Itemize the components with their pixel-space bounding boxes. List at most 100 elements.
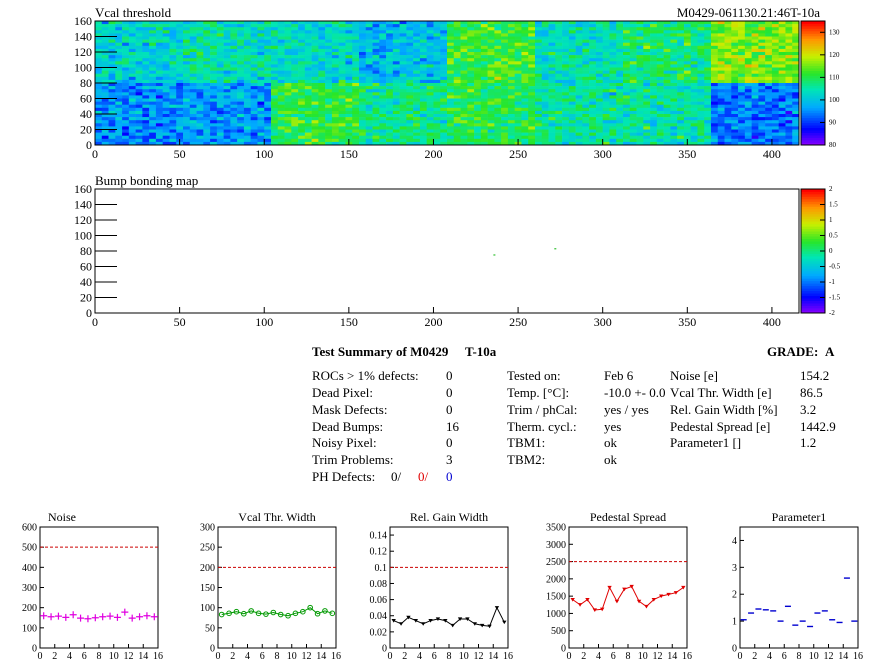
heatmap-cell — [162, 114, 170, 118]
heatmap-cell — [264, 92, 272, 96]
heatmap-cell — [419, 129, 427, 133]
heatmap-cell — [426, 33, 434, 37]
heatmap-cell — [331, 24, 339, 28]
heatmap-cell — [778, 30, 786, 34]
heatmap-cell — [453, 104, 461, 109]
heatmap-cell — [155, 67, 163, 71]
heatmap-cell — [304, 120, 312, 124]
heatmap-cell — [697, 92, 705, 96]
colorbar-segment — [801, 90, 825, 94]
heatmap-cell — [331, 76, 339, 81]
heatmap-cell — [636, 39, 644, 43]
heatmap-cell — [453, 138, 461, 143]
colorbar-segment — [801, 246, 825, 249]
colorbar-segment — [801, 45, 825, 49]
heatmap-cell — [677, 110, 685, 115]
heatmap-cell — [399, 67, 407, 71]
heatmap-cell — [189, 120, 197, 124]
heatmap-cell — [155, 132, 163, 136]
heatmap-cell — [115, 70, 123, 74]
heatmap-cell — [528, 76, 536, 81]
heatmap-cell — [135, 141, 143, 146]
heatmap-cell — [792, 126, 800, 130]
data-point — [136, 613, 144, 621]
heatmap-cell — [447, 95, 455, 99]
heatmap-cell — [284, 83, 292, 87]
heatmap-cell — [419, 55, 427, 59]
colorbar-tick-label: 100 — [829, 96, 840, 104]
heatmap-cell — [582, 64, 590, 68]
heatmap-cell — [636, 70, 644, 74]
heatmap-cell — [271, 67, 279, 71]
heatmap-cell — [345, 129, 353, 133]
heatmap-cell — [568, 135, 576, 140]
heatmap-cell — [345, 104, 353, 109]
heatmap-cell — [670, 39, 678, 43]
heatmap-cell — [237, 129, 245, 133]
heatmap-cell — [501, 33, 509, 37]
heatmap-cell — [717, 117, 725, 121]
heatmap-cell — [331, 98, 339, 102]
heatmap-cell — [453, 129, 461, 133]
heatmap-cell — [338, 98, 346, 102]
heatmap-cell — [548, 120, 556, 124]
heatmap-cell — [447, 129, 455, 133]
heatmap-cell — [731, 55, 739, 59]
heatmap-cell — [663, 73, 671, 78]
heatmap-cell — [467, 86, 475, 90]
heatmap-cell — [711, 129, 719, 133]
heatmap-cell — [711, 114, 719, 118]
heatmap-cell — [203, 141, 211, 146]
heatmap-cell — [670, 33, 678, 37]
heatmap-cell — [568, 86, 576, 90]
heatmap-cell — [189, 76, 197, 81]
heatmap-cell — [372, 95, 380, 99]
heatmap-cell — [582, 39, 590, 43]
heatmap-cell — [277, 39, 285, 43]
heatmap-cell — [365, 126, 373, 130]
heatmap-cell — [230, 126, 238, 130]
heatmap-cell — [711, 24, 719, 28]
heatmap-cell — [230, 33, 238, 37]
heatmap-cell — [650, 98, 658, 102]
heatmap-cell — [216, 30, 224, 34]
heatmap-cell — [623, 45, 631, 50]
heatmap-cell — [95, 110, 103, 115]
heatmap-cell — [115, 114, 123, 118]
heatmap-cell — [616, 110, 624, 115]
heatmap-cell — [237, 135, 245, 140]
heatmap-cell — [501, 27, 509, 31]
heatmap-cell — [352, 83, 360, 87]
heatmap-cell — [629, 98, 637, 102]
heatmap-cell — [230, 79, 238, 84]
heatmap-cell — [711, 61, 719, 65]
heatmap-cell — [650, 55, 658, 59]
heatmap-cell — [135, 42, 143, 47]
heatmap-cell — [162, 70, 170, 74]
heatmap-cell — [271, 83, 279, 87]
heatmap-cell — [291, 138, 299, 143]
heatmap-cell — [311, 98, 319, 102]
heatmap-cell — [738, 114, 746, 118]
heatmap-cell — [101, 132, 109, 136]
heatmap-cell — [359, 76, 367, 81]
heatmap-cell — [724, 123, 732, 127]
heatmap-cell — [609, 36, 617, 40]
heatmap-cell — [426, 24, 434, 28]
heatmap-cell — [487, 129, 495, 133]
heatmap-cell — [677, 24, 685, 28]
heatmap-cell — [264, 30, 272, 34]
heatmap-cell — [663, 117, 671, 121]
heatmap-cell — [216, 24, 224, 28]
heatmap-cell — [440, 98, 448, 102]
heatmap-cell — [440, 30, 448, 34]
heatmap-cell — [325, 64, 333, 68]
heatmap-cell — [535, 86, 543, 90]
heatmap-cell — [623, 21, 631, 25]
heatmap-cell — [386, 61, 394, 65]
heatmap-cell — [176, 67, 184, 71]
heatmap-cell — [250, 45, 258, 50]
heatmap-cell — [413, 39, 421, 43]
heatmap-cell — [176, 135, 184, 140]
heatmap-cell — [392, 104, 400, 109]
